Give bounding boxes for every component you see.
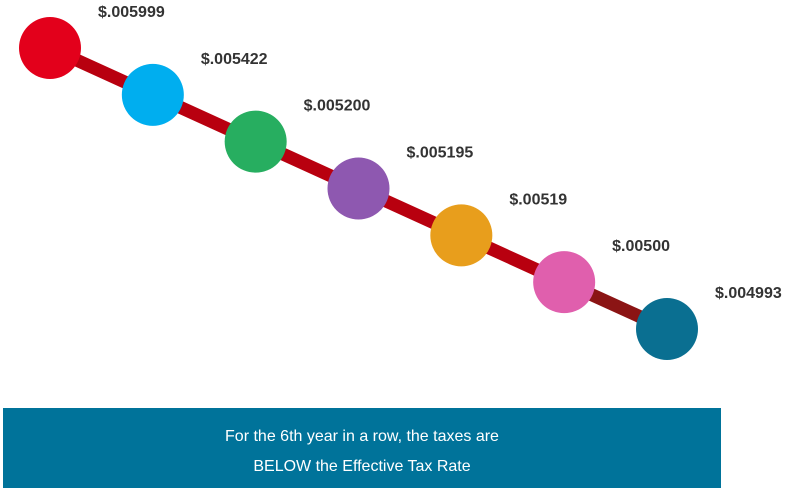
data-label: $.00519 <box>509 191 567 208</box>
data-label: $.004993 <box>715 285 782 302</box>
data-label: $.00500 <box>612 238 670 255</box>
label-layer: $.005999 $.005422 $.005200 $.005195 $.00519 $… <box>98 4 782 302</box>
data-label: $.005200 <box>304 98 371 115</box>
data-point <box>533 251 596 314</box>
point-layer <box>19 17 698 360</box>
summary-banner: For the 6th year in a row, the taxes are… <box>3 408 721 488</box>
tax-rate-chart: $.005999 $.005422 $.005200 $.005195 $.00519 $… <box>19 4 782 360</box>
banner-text-line-2: BELOW the Effective Tax Rate <box>253 458 471 475</box>
data-point <box>327 157 390 220</box>
data-point <box>19 17 81 79</box>
data-point <box>121 63 184 126</box>
data-label: $.005999 <box>98 4 165 21</box>
data-point <box>636 298 698 360</box>
data-point <box>224 110 287 173</box>
banner-text-line-1: For the 6th year in a row, the taxes are <box>225 428 499 445</box>
data-label: $.005422 <box>201 51 268 68</box>
data-point <box>430 204 493 267</box>
data-label: $.005195 <box>407 145 474 162</box>
